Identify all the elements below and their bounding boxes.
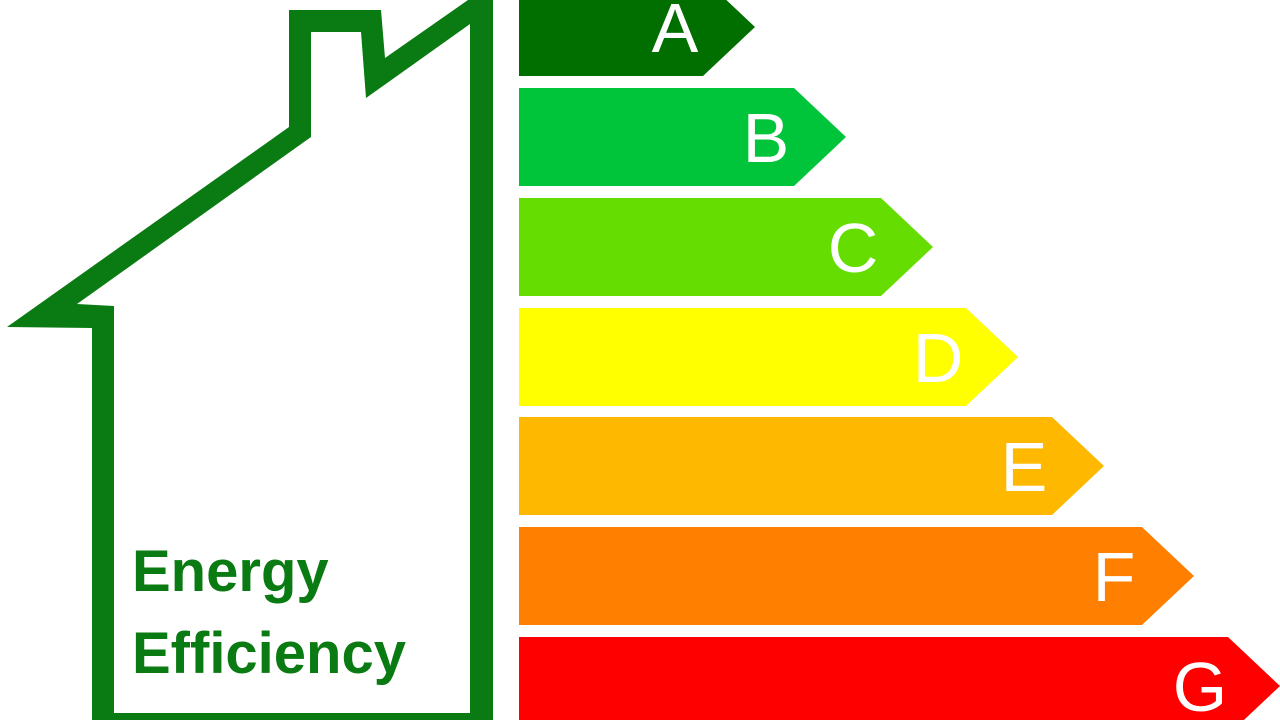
rating-label-a: A: [652, 0, 699, 67]
title-line-1: Energy: [132, 539, 329, 604]
rating-label-c: C: [828, 209, 879, 287]
rating-label-e: E: [1001, 428, 1048, 506]
rating-label-f: F: [1093, 538, 1136, 616]
rating-label-g: G: [1173, 648, 1227, 720]
rating-label-b: B: [743, 99, 790, 177]
rating-bar-a: [519, 0, 755, 76]
rating-bar-d: [519, 308, 1018, 406]
rating-bar-c: [519, 198, 933, 296]
rating-bar-b: [519, 88, 846, 186]
rating-bar-e: [519, 417, 1104, 515]
house-outline: [7, 0, 493, 720]
title-line-2: Efficiency: [132, 621, 406, 686]
rating-bar-g: [519, 637, 1280, 720]
rating-bar-f: [519, 527, 1194, 625]
rating-label-d: D: [913, 319, 964, 397]
